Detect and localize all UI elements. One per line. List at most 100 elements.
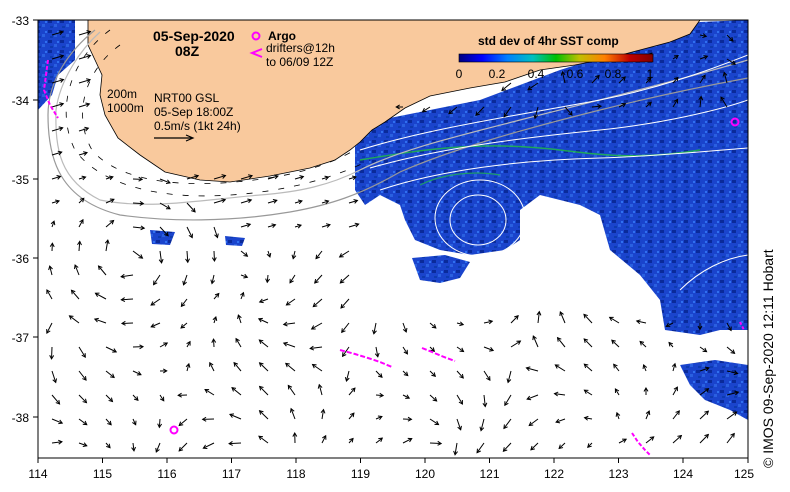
current-vector-head [555, 418, 561, 424]
argo-floats [169, 117, 740, 435]
current-vector [159, 342, 168, 348]
x-tick-label: 116 [157, 467, 176, 481]
current-vector-head [354, 222, 360, 228]
current-vector [456, 370, 464, 379]
current-vector [286, 298, 296, 306]
current-vector [229, 413, 242, 420]
current-vector [186, 341, 191, 348]
sst-green-filament-2 [419, 172, 501, 186]
current-vector-head [82, 442, 88, 447]
current-vector [240, 250, 248, 257]
current-vector-head [482, 402, 488, 408]
current-vector [51, 175, 61, 180]
current-vector [402, 370, 409, 376]
current-vector-head [554, 364, 560, 369]
x-tick-label: 123 [608, 467, 628, 481]
current-vector [49, 265, 53, 276]
current-vector-head [349, 437, 354, 443]
sst-patch-mid [150, 230, 175, 245]
current-vector-head [503, 424, 508, 430]
current-vector [429, 442, 442, 445]
current-vector [78, 176, 86, 180]
current-vector [289, 274, 296, 284]
current-vector-head [214, 233, 219, 239]
x-tick-label: 114 [28, 467, 47, 481]
current-vector-head [140, 225, 146, 231]
current-vector-head [403, 371, 409, 377]
sst-patch-nw [38, 20, 75, 110]
current-vector [132, 370, 142, 376]
current-vector [94, 318, 107, 324]
current-vector-head [104, 239, 110, 245]
colorbar-tick: 0.2 [489, 67, 506, 81]
current-vector-head [675, 410, 680, 415]
current-vector [375, 416, 383, 420]
current-vector-head [70, 289, 76, 295]
current-vector-head [108, 397, 114, 403]
current-vector [159, 202, 171, 210]
current-vector-head [613, 363, 618, 369]
current-vector-head [138, 254, 144, 259]
current-vector [159, 226, 169, 237]
current-vector-field [46, 29, 740, 456]
colorbar-tick: 0 [456, 67, 463, 81]
map-legend: Argo drifters@12h to 06/09 12Z [249, 29, 335, 69]
current-vector [51, 103, 64, 108]
current-vector [503, 418, 512, 429]
current-vector-head [621, 76, 626, 81]
current-vector-head [559, 311, 564, 317]
current-vector [240, 274, 248, 278]
current-vector [454, 442, 458, 455]
current-vector-head [109, 219, 115, 225]
current-vector [183, 274, 188, 285]
current-vector-head [475, 111, 480, 116]
current-vector-head [558, 444, 564, 450]
current-vector-head [731, 60, 737, 65]
colorbar-tick: 0.4 [528, 67, 545, 81]
current-vector-head [150, 323, 156, 328]
current-vector [292, 250, 296, 259]
colorbar-title: std dev of 4hr SST comp [478, 34, 619, 48]
current-vector-head [84, 126, 90, 132]
current-vector-head [231, 387, 237, 392]
current-vector [159, 394, 165, 402]
current-vector-head [237, 314, 242, 320]
current-vector [613, 363, 620, 372]
current-vector-head [698, 95, 704, 101]
current-vector-head [258, 298, 264, 304]
current-vector-head [486, 376, 491, 381]
current-vector-head [639, 340, 645, 346]
current-vector-head [377, 415, 383, 420]
current-vector-head [52, 378, 58, 384]
current-vector-head [502, 447, 508, 452]
current-vector-head [325, 223, 331, 228]
current-vector-head [525, 366, 531, 372]
current-vector [105, 442, 111, 449]
current-vector-head [209, 361, 214, 367]
current-vector-head [734, 390, 740, 396]
current-vector [51, 31, 63, 36]
current-vector-head [79, 218, 84, 224]
current-vector [726, 34, 734, 42]
current-vector-head [704, 410, 710, 416]
current-vector-head [583, 338, 589, 343]
current-vector-head [673, 98, 679, 104]
current-vector-head [583, 363, 589, 369]
current-model-label: NRT00 GSL [154, 91, 219, 105]
current-vector-head [136, 371, 142, 376]
current-vector [132, 418, 137, 425]
current-vector-head [109, 198, 115, 203]
current-vector [636, 320, 647, 324]
current-vector [510, 315, 519, 324]
current-vector [321, 224, 331, 228]
current-vector [240, 292, 244, 300]
argo-float-2 [730, 117, 740, 127]
current-vector-head [150, 301, 156, 306]
current-vector [105, 346, 117, 353]
current-vector-head [107, 420, 112, 426]
current-vector [180, 322, 188, 329]
current-vector-head [138, 176, 144, 182]
current-vector-head [211, 257, 217, 263]
current-vector [375, 346, 379, 357]
current-vector-head [407, 416, 413, 422]
